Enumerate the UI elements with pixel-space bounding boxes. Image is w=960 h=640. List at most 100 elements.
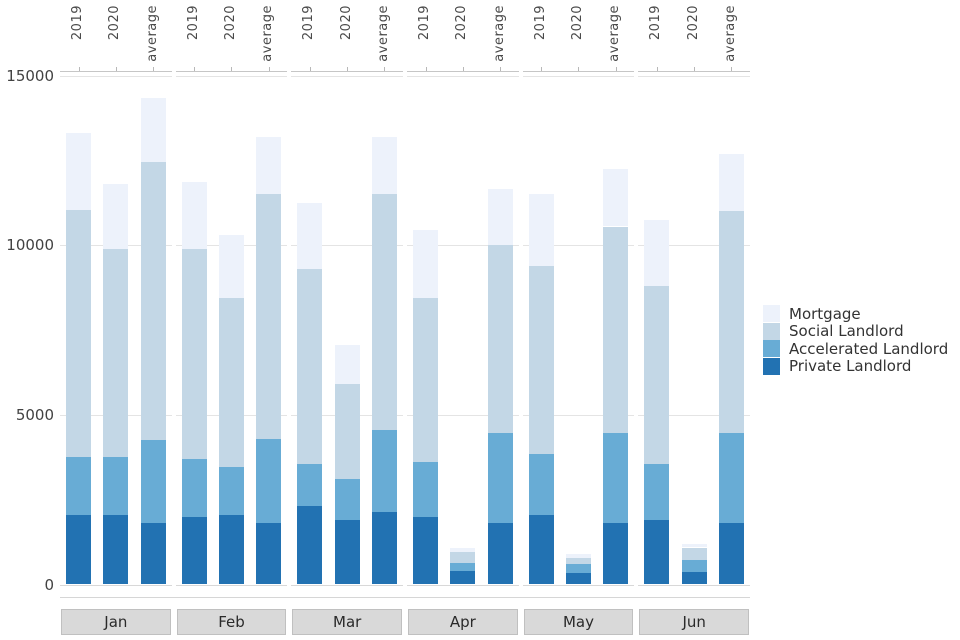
bar-segment-apr-average-private-landlord [487, 523, 513, 585]
legend-swatch-icon [763, 357, 780, 375]
gridline-5000 [407, 414, 519, 416]
top-axis-label-average: average [607, 5, 623, 62]
bar-segment-jun-2019-mortgage [644, 219, 670, 286]
facet-top-spine [175, 71, 288, 72]
bar-segment-may-average-accelerated-landlord [603, 433, 629, 524]
facet-top-spine [60, 71, 172, 72]
bar-segment-apr-2020-accelerated-landlord [450, 563, 476, 571]
bar-segment-jan-2020-mortgage [103, 184, 129, 249]
bar-segment-feb-2020-social-landlord [218, 297, 244, 468]
bar-segment-mar-average-private-landlord [371, 511, 397, 585]
top-axis-tick [347, 67, 349, 71]
top-axis-label-average: average [491, 5, 507, 62]
bar-segment-feb-2020-accelerated-landlord [218, 467, 244, 515]
top-axis-tick [153, 67, 155, 71]
bar-segment-jan-2020-social-landlord [103, 248, 129, 458]
top-axis-label-2019: 2019 [301, 5, 317, 41]
top-axis-label-average: average [260, 5, 276, 62]
facet-jun: 2019 2020 average Jun [638, 0, 750, 640]
top-axis-tick [656, 67, 658, 71]
facet-panels: 2019 2020 average Jan 2019 2020 average Feb 2019… [60, 0, 750, 640]
bar-segment-jun-2019-social-landlord [644, 285, 670, 465]
top-axis-label-2020: 2020 [685, 5, 701, 41]
facet-baseline [638, 584, 750, 586]
legend-label: Social Landlord [789, 322, 904, 341]
top-axis-label-2019: 2019 [532, 5, 548, 41]
facet-feb: 2019 2020 average Feb [175, 0, 288, 640]
top-axis-label-2020: 2020 [454, 5, 470, 41]
bar-segment-jan-2019-social-landlord [66, 209, 92, 458]
facet-apr: 2019 2020 average Apr [407, 0, 519, 640]
bar-segment-mar-2019-private-landlord [297, 506, 323, 585]
facet-strip-may: May [523, 609, 634, 635]
top-axis-label-2020: 2020 [338, 5, 354, 41]
bar-segment-jun-average-private-landlord [718, 523, 744, 585]
bar-segment-jun-2019-accelerated-landlord [644, 464, 670, 521]
facet-jan: 2019 2020 average Jan [60, 0, 172, 640]
bar-segment-jun-2020-accelerated-landlord [681, 559, 707, 573]
legend-label: Accelerated Landlord [789, 339, 949, 358]
bar-segment-feb-average-private-landlord [256, 523, 282, 585]
bar-segment-jan-average-accelerated-landlord [140, 440, 166, 524]
bar-segment-apr-average-mortgage [487, 189, 513, 246]
facet-top-spine [522, 71, 635, 72]
bar-segment-may-2020-accelerated-landlord [565, 564, 591, 573]
top-axis-tick [309, 67, 311, 71]
gridline-15000 [522, 75, 635, 77]
gridline-15000 [638, 75, 750, 77]
x-axis-line [60, 597, 750, 598]
legend-row: Private Landlord [763, 357, 948, 376]
legend: Mortgage Social Landlord Accelerated Landl… [763, 305, 948, 375]
facet-baseline [407, 584, 519, 586]
bar-segment-mar-2020-private-landlord [334, 520, 360, 585]
gridline-10000 [291, 245, 403, 247]
top-axis-tick [194, 67, 196, 71]
bar-segment-mar-2020-mortgage [334, 345, 360, 385]
bar-segment-jun-2020-mortgage [681, 543, 707, 548]
bar-segment-jun-average-accelerated-landlord [718, 433, 744, 524]
bar-segment-apr-2020-social-landlord [450, 551, 476, 564]
top-axis-tick [78, 67, 80, 71]
gridline-15000 [175, 75, 288, 77]
bar-segment-jun-2020-private-landlord [681, 572, 707, 585]
top-axis-tick [462, 67, 464, 71]
bar-segment-feb-average-accelerated-landlord [256, 438, 282, 524]
top-axis-label-2019: 2019 [417, 5, 433, 41]
bar-segment-mar-average-mortgage [371, 136, 397, 195]
bar-segment-feb-2019-mortgage [181, 182, 207, 249]
bar-segment-jan-2019-mortgage [66, 133, 92, 210]
gridline-15000 [407, 75, 519, 77]
top-axis-label-average: average [375, 5, 391, 62]
bar-segment-mar-average-accelerated-landlord [371, 430, 397, 512]
bar-segment-feb-2019-social-landlord [181, 248, 207, 459]
bar-segment-jun-average-social-landlord [718, 211, 744, 434]
bar-segment-feb-2020-mortgage [218, 234, 244, 298]
gridline-15000 [60, 75, 172, 77]
top-axis-label-2020: 2020 [569, 5, 585, 41]
bar-segment-may-2019-private-landlord [528, 514, 554, 585]
top-axis-tick [500, 67, 502, 71]
bar-segment-feb-2019-private-landlord [181, 516, 207, 585]
bar-segment-may-average-social-landlord [603, 226, 629, 434]
top-axis-tick [384, 67, 386, 71]
legend-label: Mortgage [789, 304, 861, 323]
bar-segment-mar-2020-accelerated-landlord [334, 479, 360, 521]
bar-segment-jan-average-mortgage [140, 97, 166, 163]
y-tick-label: 10000 [6, 236, 54, 255]
gridline-10000 [522, 245, 635, 247]
top-axis-label-2019: 2019 [648, 5, 664, 41]
bar-segment-apr-2019-mortgage [413, 229, 439, 298]
bar-segment-jan-2019-accelerated-landlord [66, 457, 92, 515]
bar-segment-jan-2019-private-landlord [66, 514, 92, 585]
bar-segment-mar-average-social-landlord [371, 194, 397, 431]
legend-row: Mortgage [763, 305, 948, 323]
bar-segment-jan-2020-private-landlord [103, 514, 129, 585]
bar-segment-may-2020-social-landlord [565, 557, 591, 565]
top-axis-tick [578, 67, 580, 71]
legend-label: Private Landlord [789, 357, 912, 376]
gridline-5000 [522, 414, 635, 416]
top-axis-tick [268, 67, 270, 71]
bar-segment-apr-average-social-landlord [487, 245, 513, 434]
bar-segment-jun-2020-social-landlord [681, 547, 707, 560]
